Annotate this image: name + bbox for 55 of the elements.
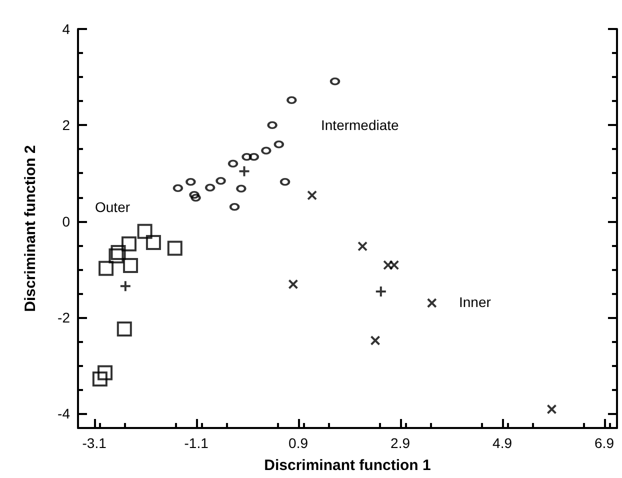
point xyxy=(242,152,252,161)
point xyxy=(186,178,196,186)
x-tick-label: 4.9 xyxy=(492,435,512,451)
y-axis-title: Discriminant function 2 xyxy=(22,145,39,312)
point xyxy=(172,184,183,192)
point xyxy=(98,260,114,276)
point xyxy=(389,260,400,270)
point xyxy=(370,336,380,346)
point xyxy=(288,279,298,290)
point xyxy=(205,184,216,192)
point xyxy=(374,285,387,298)
x-axis-title: Discriminant function 1 xyxy=(264,457,431,474)
y-tick-label: -4 xyxy=(58,406,70,422)
annotation: Outer xyxy=(95,199,130,215)
point xyxy=(274,140,284,148)
x-tick-label: 6.9 xyxy=(594,435,614,451)
point xyxy=(190,194,201,202)
point xyxy=(108,248,124,264)
point xyxy=(267,121,278,130)
y-tick-label: 2 xyxy=(62,117,70,134)
point xyxy=(92,371,108,386)
point xyxy=(167,240,182,256)
point xyxy=(330,77,340,86)
point xyxy=(116,321,132,336)
point xyxy=(307,190,318,200)
point xyxy=(146,234,161,250)
point xyxy=(280,178,290,186)
x-tick-label: -3.1 xyxy=(82,435,107,451)
point xyxy=(261,146,272,155)
point xyxy=(121,236,136,252)
x-tick-label: 0.9 xyxy=(288,435,308,451)
point xyxy=(98,365,113,380)
point xyxy=(216,176,226,185)
point xyxy=(383,260,394,270)
x-tick-label: 2.9 xyxy=(390,435,410,451)
annotation: Intermediate xyxy=(321,117,400,133)
point xyxy=(137,224,152,239)
point xyxy=(248,152,259,161)
point xyxy=(230,202,240,211)
annotation: Inner xyxy=(459,294,492,310)
point xyxy=(119,280,132,292)
point xyxy=(238,165,250,178)
point xyxy=(189,190,200,199)
point xyxy=(546,404,557,414)
y-tick-label: 0 xyxy=(62,213,70,230)
point xyxy=(110,245,126,260)
point xyxy=(236,184,246,193)
x-tick-label: -1.1 xyxy=(184,435,209,451)
point xyxy=(123,258,138,274)
y-tick-label: 4 xyxy=(62,21,70,37)
y-tick-label: -2 xyxy=(58,309,70,326)
point xyxy=(358,241,368,252)
point xyxy=(228,160,238,168)
point xyxy=(426,298,437,308)
point xyxy=(286,96,297,104)
